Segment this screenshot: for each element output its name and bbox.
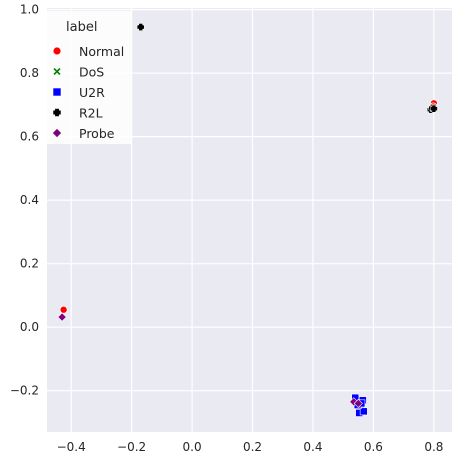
x-tick-label: 0.8 <box>424 440 443 454</box>
y-tick-label: 0.4 <box>20 193 39 207</box>
x-tick-label: 0.4 <box>303 440 322 454</box>
legend-marker-r2l <box>52 108 62 117</box>
data-point <box>359 407 368 416</box>
series-probe <box>57 312 363 408</box>
y-axis-ticks: −0.2 0.0 0.2 0.4 0.6 0.8 1.0 <box>10 3 39 398</box>
legend-label-probe: Probe <box>79 126 115 141</box>
x-axis-ticks: −0.4 −0.2 0.0 0.2 0.4 0.6 0.8 <box>57 440 444 454</box>
y-tick-label: 0.0 <box>20 320 39 334</box>
legend-marker-dos <box>52 67 62 76</box>
legend-label-r2l: R2L <box>79 106 103 121</box>
y-tick-label: 1.0 <box>20 3 39 17</box>
y-tick-label: −0.2 <box>10 384 39 398</box>
data-point <box>136 23 145 31</box>
data-point <box>57 312 67 322</box>
legend-label-dos: DoS <box>79 65 104 80</box>
legend-box <box>47 11 131 144</box>
legend: label Normal DoS U2R R2L Probe <box>47 11 131 144</box>
x-tick-label: 0.0 <box>183 440 202 454</box>
legend-marker-u2r <box>52 87 62 97</box>
legend-label-normal: Normal <box>79 44 124 59</box>
x-tick-label: 0.6 <box>364 440 383 454</box>
x-tick-label: −0.4 <box>57 440 86 454</box>
legend-marker-probe <box>51 127 63 139</box>
legend-label-u2r: U2R <box>79 85 105 100</box>
legend-marker-normal <box>52 46 62 56</box>
y-tick-label: 0.2 <box>20 257 39 271</box>
series-r2l <box>136 23 438 114</box>
data-point <box>353 398 363 408</box>
y-tick-label: 0.8 <box>20 66 39 80</box>
x-tick-label: −0.2 <box>117 440 146 454</box>
grid-lines <box>47 8 452 432</box>
data-points <box>57 23 438 417</box>
data-point <box>430 104 438 113</box>
y-tick-label: 0.6 <box>20 130 39 144</box>
data-point <box>59 305 68 314</box>
x-tick-label: 0.2 <box>243 440 262 454</box>
legend-title: label <box>66 20 97 35</box>
